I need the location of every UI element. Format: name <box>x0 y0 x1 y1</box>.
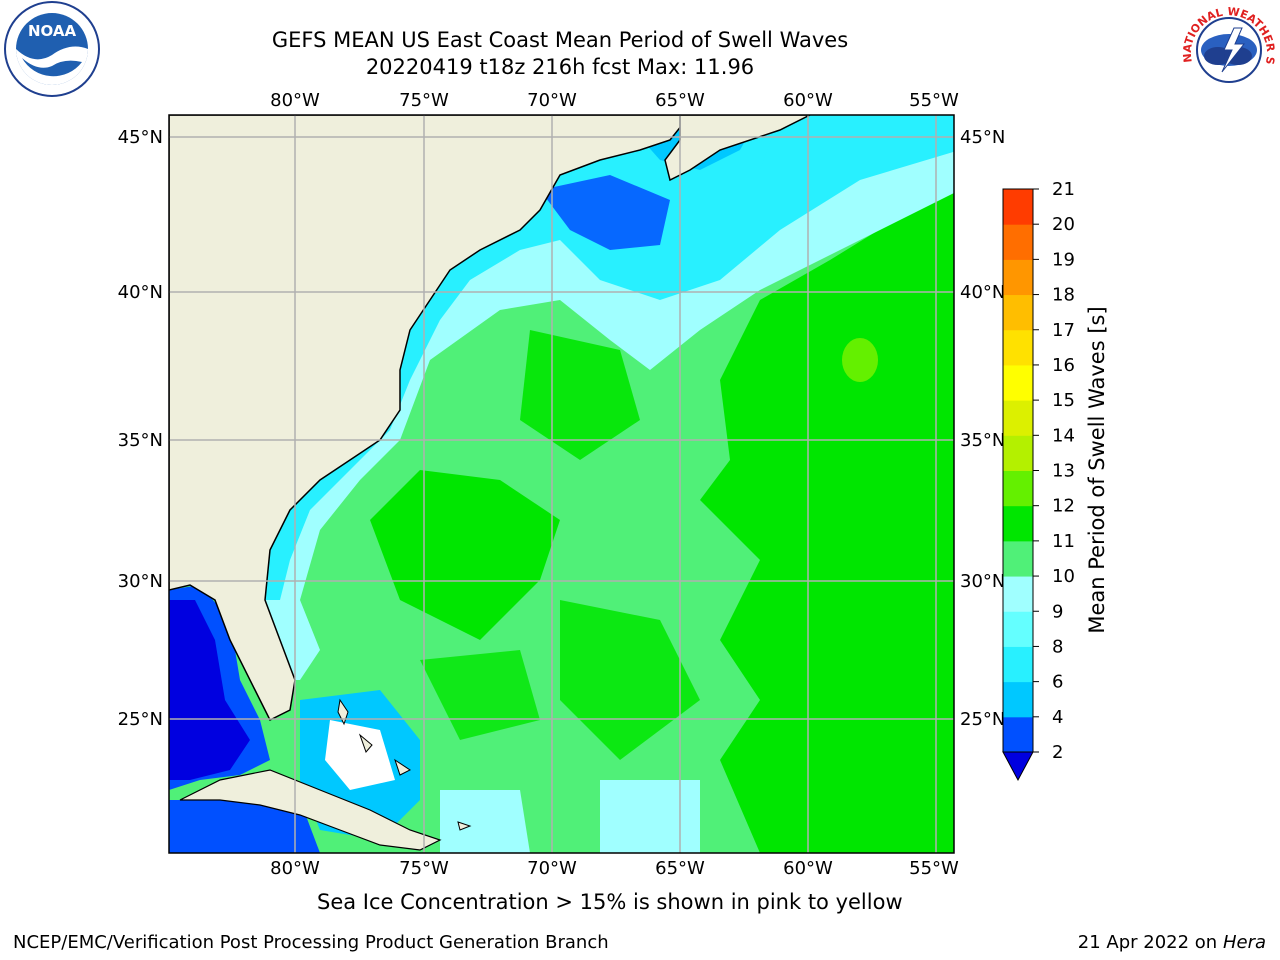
lon-label-bottom-55w: 55°W <box>909 858 959 879</box>
lon-label-top-75w: 75°W <box>399 90 449 111</box>
lat-label-left-35n: 35°N <box>118 430 163 451</box>
lat-label-right-30n: 30°N <box>960 571 1005 592</box>
colorbar-segment <box>1003 259 1033 296</box>
colorbar-segment <box>1003 470 1033 507</box>
footer-date-text: 21 Apr 2022 on <box>1077 932 1223 953</box>
lon-label-bottom-80w: 80°W <box>270 858 320 879</box>
colorbar-tick-label: 11 <box>1052 531 1075 552</box>
colorbar-tick-label: 21 <box>1052 179 1075 200</box>
colorbar-tick-label: 16 <box>1052 355 1075 376</box>
sea-ice-note: Sea Ice Concentration > 15% is shown in … <box>317 890 903 914</box>
colorbar-segment <box>1003 716 1033 753</box>
colorbar-segment <box>1003 435 1033 471</box>
colorbar-tick-label: 4 <box>1052 707 1063 728</box>
colorbar-tick-label: 18 <box>1052 285 1075 306</box>
nws-logo: NATIONAL WEATHER SERVICE <box>1178 0 1277 96</box>
graticule <box>169 115 954 853</box>
lat-label-right-45n: 45°N <box>960 127 1005 148</box>
colorbar-segment <box>1003 364 1033 401</box>
colorbar-segment <box>1003 329 1033 366</box>
colorbar-segment <box>1003 189 1033 225</box>
colorbar-segment <box>1003 646 1033 683</box>
colorbar-underflow-arrow <box>1002 751 1034 782</box>
colorbar-segment <box>1003 540 1033 577</box>
colorbar-label: Mean Period of Swell Waves [s] <box>1085 306 1109 634</box>
lat-label-left-30n: 30°N <box>118 571 163 592</box>
lat-label-left-40n: 40°N <box>118 282 163 303</box>
footer-org: NCEP/EMC/Verification Post Processing Pr… <box>13 932 609 953</box>
colorbar-segment <box>1003 224 1033 260</box>
colorbar-segment <box>1003 576 1033 612</box>
lat-label-left-45n: 45°N <box>118 127 163 148</box>
map-title: GEFS MEAN US East Coast Mean Period of S… <box>271 28 849 52</box>
colorbar-tick-label: 12 <box>1052 496 1075 517</box>
map-subtitle-forecast: 20220419 t18z 216h fcst Max: 11.96 <box>365 55 755 79</box>
colorbar-segment <box>1003 505 1033 542</box>
footer-host: Hera <box>1222 932 1266 953</box>
colorbar-segment <box>1003 400 1033 436</box>
lon-label-top-80w: 80°W <box>270 90 320 111</box>
lat-label-left-25n: 25°N <box>118 709 163 730</box>
colorbar-tick-label: 10 <box>1052 566 1075 587</box>
lon-label-top-65w: 65°W <box>655 90 705 111</box>
lat-label-right-35n: 35°N <box>960 430 1005 451</box>
colorbar-tick-label: 2 <box>1052 742 1063 763</box>
noaa-logo: NOAA <box>4 1 100 97</box>
colorbar: 2 4 6 8 9 10 11 12 13 14 15 16 17 18 19 20 21 <box>1002 179 1075 782</box>
colorbar-tick-label: 14 <box>1052 425 1075 446</box>
lon-label-top-60w: 60°W <box>783 90 833 111</box>
lon-label-bottom-65w: 65°W <box>655 858 705 879</box>
colorbar-tick-label: 6 <box>1052 672 1063 693</box>
colorbar-tick-label: 20 <box>1052 214 1075 235</box>
map-plot-area <box>169 115 954 853</box>
colorbar-tick-label: 19 <box>1052 249 1075 270</box>
lat-label-right-25n: 25°N <box>960 709 1005 730</box>
lon-label-top-55w: 55°W <box>909 90 959 111</box>
lon-label-top-70w: 70°W <box>527 90 577 111</box>
lat-label-right-40n: 40°N <box>960 282 1005 303</box>
colorbar-tick-label: 13 <box>1052 461 1075 482</box>
footer-date: 21 Apr 2022 on Hera <box>1078 932 1266 953</box>
lon-label-bottom-70w: 70°W <box>527 858 577 879</box>
colorbar-segment <box>1003 681 1033 718</box>
colorbar-segment <box>1003 294 1033 331</box>
map-frame <box>168 114 955 854</box>
colorbar-tick-label: 9 <box>1052 601 1063 622</box>
noaa-logo-text: NOAA <box>28 22 77 40</box>
lon-label-bottom-60w: 60°W <box>783 858 833 879</box>
colorbar-segment <box>1003 611 1033 647</box>
colorbar-tick-label: 15 <box>1052 390 1075 411</box>
lon-label-bottom-75w: 75°W <box>399 858 449 879</box>
colorbar-tick-label: 8 <box>1052 636 1063 657</box>
colorbar-tick-label: 17 <box>1052 320 1075 341</box>
